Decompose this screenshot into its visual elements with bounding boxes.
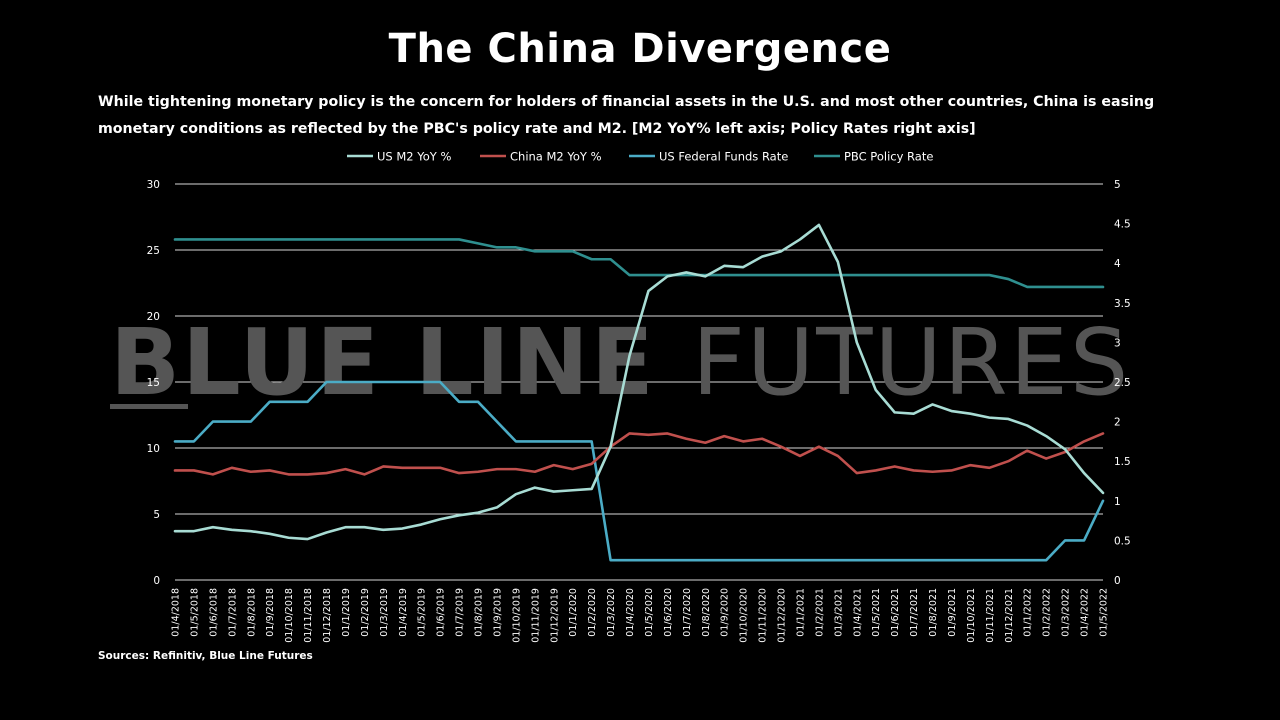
x-tick-label: 01/10/2019 [511, 588, 522, 643]
x-tick-label: 01/4/2020 [625, 588, 636, 637]
x-tick-label: 01/1/2020 [568, 588, 579, 637]
x-tick-label: 01/3/2019 [379, 588, 390, 637]
x-tick-label: 01/6/2018 [208, 588, 219, 637]
y-axis-right: 0 0.5 1 1.5 2 2.5 3 3.5 4 4.5 5 [1114, 179, 1131, 587]
x-tick-label: 01/11/2020 [758, 588, 769, 643]
series-line-pbc-policy-rate [173, 238, 1105, 289]
x-tick-label: 01/8/2018 [246, 588, 257, 637]
x-tick-label: 01/7/2021 [909, 588, 920, 637]
series-lines [173, 223, 1105, 562]
watermark-logo: BLUE LINE FUTURES [110, 309, 1130, 416]
x-tick-label: 01/5/2018 [189, 588, 200, 637]
x-tick-label: 01/10/2018 [284, 588, 295, 643]
x-tick-label: 01/3/2021 [833, 588, 844, 637]
legend-label: China M2 YoY % [510, 150, 602, 164]
x-tick-label: 01/9/2019 [492, 588, 503, 637]
x-tick-label: 01/4/2018 [171, 588, 182, 637]
x-tick-label: 01/8/2020 [701, 588, 712, 637]
x-tick-label: 01/2/2020 [587, 588, 598, 637]
series-line-us-federal-funds-rate [173, 380, 1105, 562]
legend: US M2 YoY % China M2 YoY % US Federal Fund… [347, 150, 933, 164]
x-tick-label: 01/9/2018 [265, 588, 276, 637]
x-tick-label: 01/12/2019 [549, 588, 560, 643]
series-line-china-m2-yoy [173, 432, 1105, 476]
y-left-tick-label: 20 [147, 311, 160, 323]
y-right-tick-label: 1.5 [1114, 456, 1131, 468]
x-tick-label: 01/1/2019 [341, 588, 352, 637]
x-tick-label: 01/11/2019 [530, 588, 541, 643]
x-tick-label: 01/6/2020 [663, 588, 674, 637]
y-right-tick-label: 4 [1114, 258, 1121, 270]
watermark-underline [110, 404, 188, 409]
legend-label: US Federal Funds Rate [659, 150, 788, 164]
y-left-tick-label: 30 [147, 179, 160, 191]
legend-label: PBC Policy Rate [844, 150, 933, 164]
chart-title: The China Divergence [388, 26, 892, 72]
x-tick-label: 01/2/2021 [814, 588, 825, 637]
x-tick-label: 01/5/2019 [417, 588, 428, 637]
y-right-tick-label: 2.5 [1114, 377, 1131, 389]
source-note: Sources: Refinitiv, Blue Line Futures [98, 650, 313, 662]
y-axis-left: 0 5 10 15 20 25 30 [147, 179, 160, 587]
x-tick-label: 01/8/2019 [474, 588, 485, 637]
x-tick-label: 01/5/2022 [1099, 588, 1110, 637]
x-tick-label: 01/10/2020 [739, 588, 750, 643]
chart-subtitle: While tightening monetary policy is the … [98, 94, 1155, 137]
legend-label: US M2 YoY % [377, 150, 451, 164]
x-tick-label: 01/9/2021 [947, 588, 958, 637]
x-tick-label: 01/6/2021 [890, 588, 901, 637]
x-tick-label: 01/4/2019 [398, 588, 409, 637]
y-left-tick-label: 25 [147, 245, 160, 257]
x-tick-label: 01/6/2019 [436, 588, 447, 637]
x-tick-label: 01/5/2020 [644, 588, 655, 637]
x-tick-label: 01/2/2022 [1042, 588, 1053, 637]
x-tick-label: 01/10/2021 [966, 588, 977, 643]
y-left-tick-label: 0 [153, 575, 160, 587]
x-tick-label: 01/11/2021 [985, 588, 996, 643]
x-tick-label: 01/9/2020 [720, 588, 731, 637]
x-tick-label: 01/2/2019 [360, 588, 371, 637]
x-tick-label: 01/4/2022 [1080, 588, 1091, 637]
watermark-light: FUTURES [692, 309, 1130, 416]
y-right-tick-label: 0 [1114, 575, 1121, 587]
y-right-tick-label: 2 [1114, 417, 1121, 429]
watermark-bold: BLUE LINE [110, 309, 656, 416]
x-tick-label: 01/8/2021 [928, 588, 939, 637]
y-right-tick-label: 4.5 [1114, 219, 1131, 231]
x-tick-label: 01/5/2021 [871, 588, 882, 637]
y-right-tick-label: 1 [1114, 496, 1121, 508]
x-tick-label: 01/7/2018 [227, 588, 238, 637]
x-tick-label: 01/7/2020 [682, 588, 693, 637]
y-left-tick-label: 10 [147, 443, 160, 455]
x-tick-label: 01/12/2021 [1004, 588, 1015, 643]
y-left-tick-label: 15 [147, 377, 160, 389]
x-tick-label: 01/11/2018 [303, 588, 314, 643]
x-tick-label: 01/12/2020 [777, 588, 788, 643]
series-line-us-m2-yoy [173, 223, 1105, 541]
x-tick-label: 01/7/2019 [455, 588, 466, 637]
x-tick-label: 01/4/2021 [852, 588, 863, 637]
x-tick-label: 01/12/2018 [322, 588, 333, 643]
y-right-tick-label: 5 [1114, 179, 1121, 191]
x-tick-label: 01/3/2020 [606, 588, 617, 637]
y-right-tick-label: 0.5 [1114, 535, 1131, 547]
y-left-tick-label: 5 [153, 509, 160, 521]
x-tick-label: 01/3/2022 [1061, 588, 1072, 637]
y-right-tick-label: 3 [1114, 337, 1121, 349]
y-right-tick-label: 3.5 [1114, 298, 1131, 310]
x-tick-label: 01/1/2022 [1023, 588, 1034, 637]
x-axis: 01/4/2018 01/5/2018 01/6/2018 01/7/2018 01/8… [171, 588, 1110, 643]
x-tick-label: 01/1/2021 [795, 588, 806, 637]
